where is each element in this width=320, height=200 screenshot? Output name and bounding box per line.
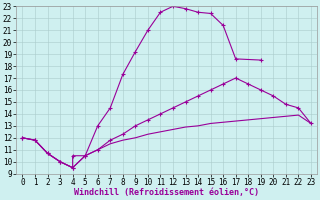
X-axis label: Windchill (Refroidissement éolien,°C): Windchill (Refroidissement éolien,°C) (74, 188, 259, 197)
